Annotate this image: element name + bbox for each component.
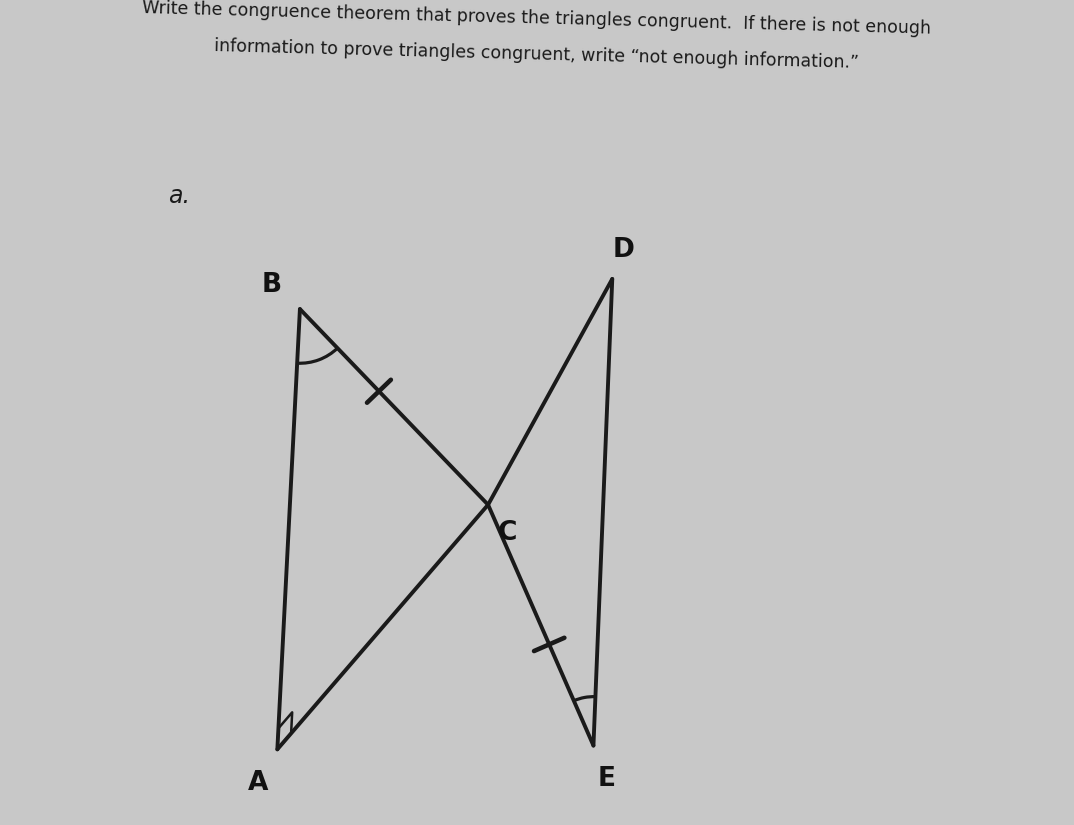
Text: a.: a.	[169, 184, 190, 208]
Text: Write the congruence theorem that proves the triangles congruent.  If there is n: Write the congruence theorem that proves…	[143, 0, 931, 38]
Text: E: E	[598, 766, 616, 793]
Text: D: D	[612, 238, 635, 263]
Text: C: C	[497, 521, 517, 546]
Text: A: A	[248, 771, 268, 796]
Text: information to prove triangles congruent, write “not enough information.”: information to prove triangles congruent…	[215, 37, 859, 72]
Text: B: B	[261, 272, 281, 298]
